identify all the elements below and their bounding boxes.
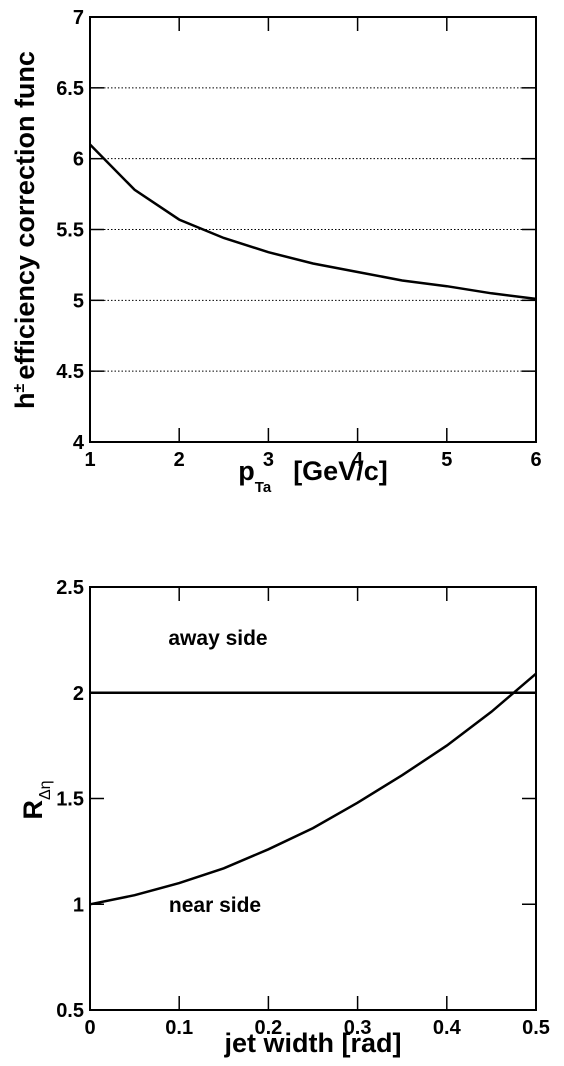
x-tick-label: 6 [530,449,541,471]
x-label-sub: Ta [255,479,272,496]
x-tick-label: 5 [441,449,452,471]
x-tick-label: 1 [84,449,95,471]
x-label-text: jet width [rad] [224,1028,402,1058]
x-label-base: p [238,456,255,486]
y-tick-label: 4 [73,432,85,454]
plot-frame [89,586,537,1011]
y-label-sub: Δη [37,780,54,800]
y-tick-label: 2.5 [56,577,84,599]
y-tick-label: 1 [73,894,84,916]
y-tick-label: 2 [73,683,84,705]
x-tick-label: 3 [263,449,274,471]
y-tick-label: 6 [73,149,84,171]
x-axis-label: jet width [rad] [224,1028,402,1058]
x-tick-label: 2 [174,449,185,471]
data-line [89,672,537,906]
x-tick-label: 0.4 [433,1017,462,1039]
x-tick-label: 0 [84,1017,95,1039]
x-axis-label: pTa [GeV/c] [238,456,387,496]
panel: 4 4.5 5 5.5 6 6.5 7 1 2 3 4 5 6 h± efficiency correcti… [10,7,542,496]
data-line [89,143,537,301]
y-tick-label: 4.5 [56,361,84,383]
x-tick-label: 0.2 [254,1017,282,1039]
y-label-base: h [10,392,40,409]
y-tick-label: 0.5 [56,1000,84,1022]
x-tick-label: 0.1 [165,1017,193,1039]
y-axis-label: RΔη [18,780,54,819]
series-label: away side [168,627,267,650]
y-tick-label: 6.5 [56,78,84,100]
y-tick-label: 5 [73,290,84,312]
y-tick-label: 7 [73,7,84,29]
series-label: near side [169,894,261,917]
plot-frame [89,16,537,443]
y-label-text: efficiency correction func [10,51,40,380]
y-label-sup: ± [11,383,28,392]
y-tick-label: 5.5 [56,220,84,242]
y-label-base: R [18,800,48,820]
panel: 0.5 1 1.5 2 2.5 0 0.1 0.2 0.3 0.4 0.5 RΔη jet width … [18,577,550,1058]
x-tick-label: 0.3 [344,1017,372,1039]
x-tick-label: 4 [352,449,364,471]
x-tick-label: 0.5 [522,1017,550,1039]
y-axis-label: h± efficiency correction func [10,51,40,409]
x-label-text: [GeV/c] [293,456,388,486]
y-tick-label: 1.5 [56,789,84,811]
